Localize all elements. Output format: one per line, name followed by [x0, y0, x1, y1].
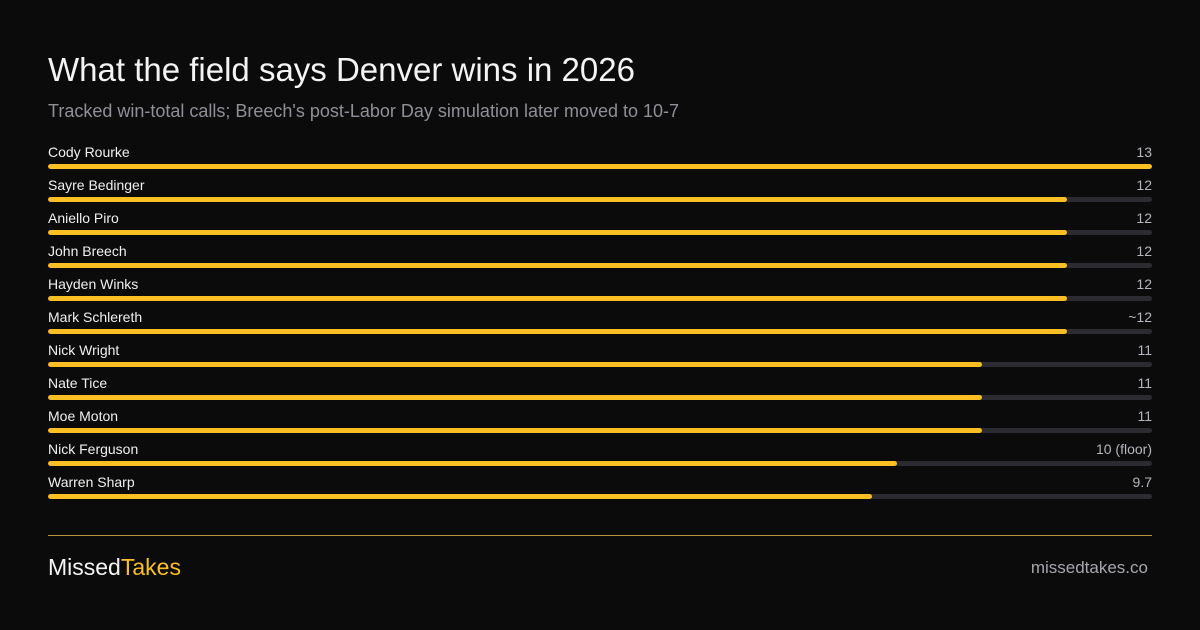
- bar-fill: [48, 428, 982, 433]
- bar-value-label: 12: [1136, 177, 1152, 193]
- brand-logo[interactable]: MissedTakes: [48, 553, 181, 581]
- bar-row: Nick Wright 11: [48, 341, 1152, 374]
- bar-value-label: ~12: [1128, 309, 1152, 325]
- chart-subtitle: Tracked win-total calls; Breech's post-L…: [48, 101, 680, 121]
- bar-fill: [48, 164, 1152, 169]
- bar-label: Moe Moton: [48, 408, 119, 424]
- bar-fill: [48, 329, 1067, 334]
- bar-track: [48, 362, 1152, 367]
- bar-value-label: 9.7: [1132, 474, 1152, 490]
- bar-label: Cody Rourke: [48, 144, 130, 160]
- brand-logo-takes: Takes: [120, 554, 181, 580]
- bar-label: Mark Schlereth: [48, 309, 143, 325]
- bar-label: Hayden Winks: [48, 276, 139, 292]
- bar-fill: [48, 494, 872, 499]
- bar-track: [48, 428, 1152, 433]
- bar-fill: [48, 263, 1067, 268]
- bar-row: Nate Tice 11: [48, 374, 1152, 407]
- bar-value-label: 10 (floor): [1095, 441, 1152, 457]
- bar-fill: [48, 230, 1067, 235]
- bar-track: [48, 329, 1152, 334]
- bar-track: [48, 395, 1152, 400]
- bar-fill: [48, 197, 1067, 202]
- site-url[interactable]: missedtakes.co: [1030, 558, 1148, 577]
- bar-fill: [48, 395, 982, 400]
- chart-title: What the field says Denver wins in 2026: [48, 51, 635, 88]
- bar-value-label: 11: [1137, 375, 1152, 391]
- bar-fill: [48, 362, 982, 367]
- footer-divider: [48, 535, 1152, 536]
- bar-label: Nick Ferguson: [48, 441, 139, 457]
- bar-row: Warren Sharp 9.7: [48, 473, 1152, 506]
- bar-label: Aniello Piro: [48, 210, 119, 226]
- bar-row: Mark Schlereth ~12: [48, 308, 1152, 341]
- bar-row: Moe Moton 11: [48, 407, 1152, 440]
- bar-track: [48, 461, 1152, 466]
- bar-label: Nick Wright: [48, 342, 120, 358]
- bar-track: [48, 494, 1152, 499]
- bar-track: [48, 296, 1152, 301]
- bar-row: Hayden Winks 12: [48, 275, 1152, 308]
- bar-row: John Breech 12: [48, 242, 1152, 275]
- bar-value-label: 12: [1136, 210, 1152, 226]
- bar-track: [48, 263, 1152, 268]
- bar-row: Nick Ferguson 10 (floor): [48, 440, 1152, 473]
- bar-chart: Cody Rourke 13 Sayre Bedinger 12 Aniello Pir…: [48, 143, 1152, 506]
- bar-label: Sayre Bedinger: [48, 177, 145, 193]
- bar-row: Cody Rourke 13: [48, 143, 1152, 176]
- bar-label: Nate Tice: [48, 375, 108, 391]
- bar-fill: [48, 296, 1067, 301]
- bar-value-label: 13: [1136, 144, 1152, 160]
- bar-track: [48, 164, 1152, 169]
- bar-label: Warren Sharp: [48, 474, 135, 490]
- bar-track: [48, 230, 1152, 235]
- bar-value-label: 12: [1136, 243, 1152, 259]
- bar-value-label: 12: [1136, 276, 1152, 292]
- brand-logo-missed: Missed: [48, 554, 121, 580]
- bar-row: Aniello Piro 12: [48, 209, 1152, 242]
- bar-label: John Breech: [48, 243, 127, 259]
- bar-value-label: 11: [1137, 342, 1152, 358]
- bar-track: [48, 197, 1152, 202]
- bar-fill: [48, 461, 897, 466]
- bar-value-label: 11: [1137, 408, 1152, 424]
- bar-row: Sayre Bedinger 12: [48, 176, 1152, 209]
